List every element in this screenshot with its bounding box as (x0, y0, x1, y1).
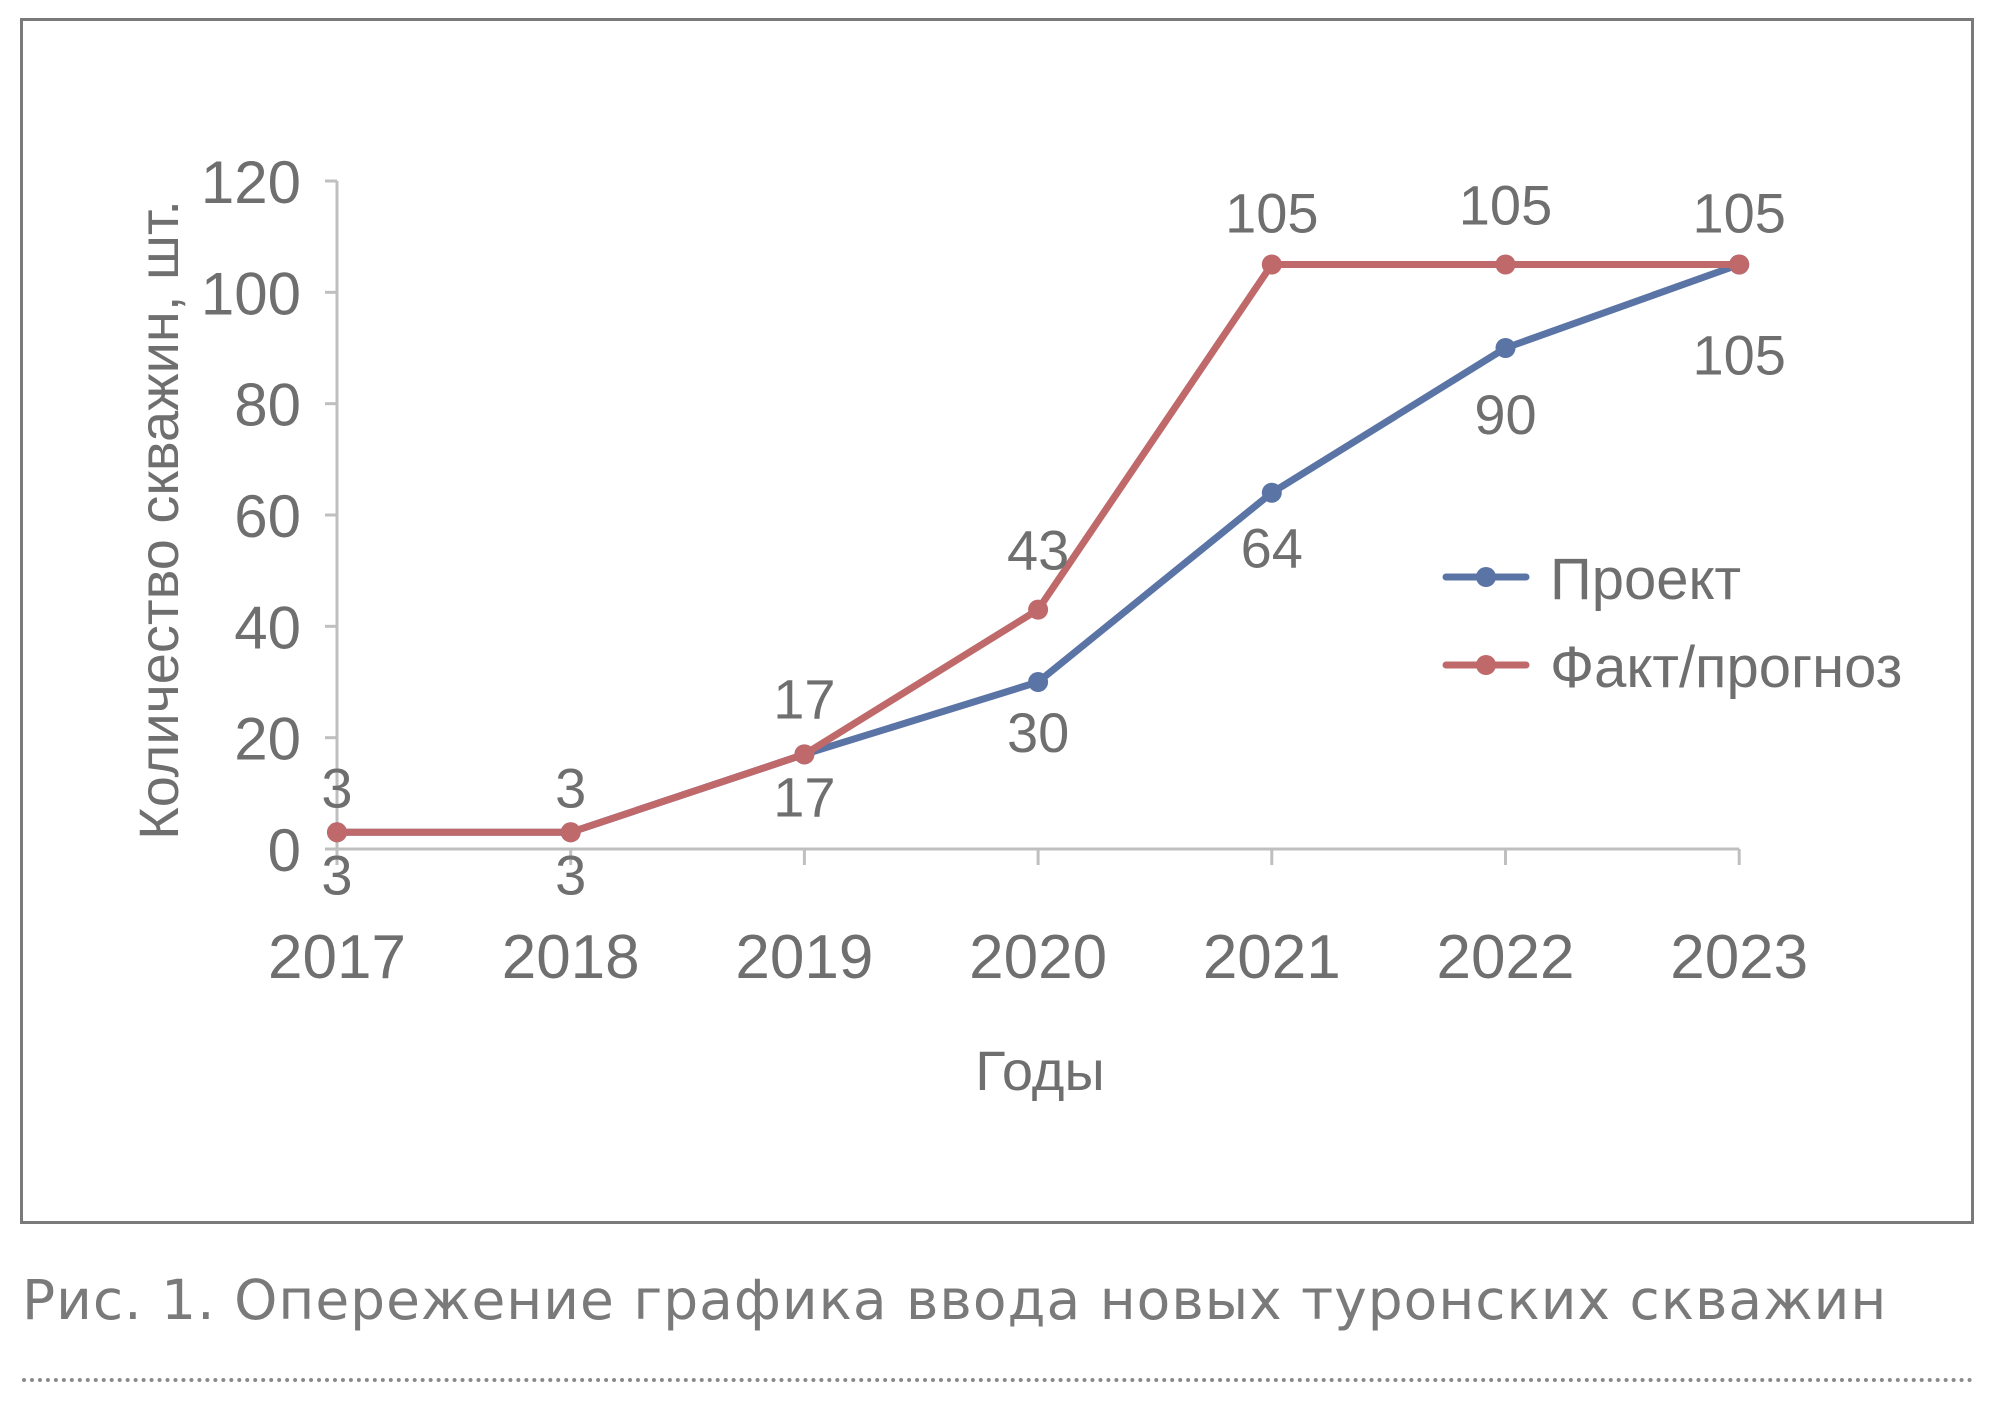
x-tick-label: 2020 (969, 923, 1107, 992)
legend-label-1: Факт/прогноз (1550, 635, 1902, 700)
x-tick-label: 2017 (268, 923, 406, 992)
x-tick-label: 2022 (1437, 923, 1575, 992)
y-tick-label: 100 (201, 260, 301, 327)
legend: Проект Факт/прогноз (1442, 547, 1902, 700)
data-label-proekt: 90 (1474, 383, 1536, 446)
data-label-fakt: 3 (555, 756, 586, 819)
series-point-1 (794, 744, 815, 765)
series-point-0 (1495, 338, 1516, 358)
legend-marker-0 (1476, 567, 1496, 587)
data-label-fakt: 105 (1225, 182, 1318, 245)
legend-label-0: Проект (1550, 547, 1741, 612)
y-tick-label: 60 (234, 483, 301, 550)
data-label-fakt: 105 (1459, 174, 1552, 237)
series-point-1 (560, 822, 581, 843)
data-label-proekt: 64 (1241, 517, 1303, 580)
data-label-fakt: 43 (1007, 519, 1069, 582)
y-tick-label: 80 (234, 372, 301, 439)
chart-frame (20, 18, 1974, 1224)
data-label-proekt: 105 (1692, 324, 1785, 387)
data-label-fakt: 17 (773, 667, 835, 730)
caption-divider (22, 1378, 1974, 1382)
x-tick-label: 2023 (1670, 923, 1808, 992)
data-labels: 3 3 17 30 64 90 105 3 3 17 43 105 105 105 (321, 174, 1785, 907)
x-tick-label: 2018 (502, 923, 640, 992)
y-tick-label: 0 (268, 817, 301, 884)
data-label-fakt: 3 (321, 756, 352, 819)
data-label-proekt: 3 (555, 843, 586, 906)
x-axis-title: Годы (975, 1039, 1104, 1102)
series-point-1 (327, 822, 347, 843)
series-point-1 (1729, 254, 1750, 275)
axes: 0 20 40 60 80 100 120 2017 2018 2019 2020 2021 2022 2… (201, 149, 1808, 992)
y-axis-title: Количество скважин, шт. (127, 200, 190, 840)
y-tick-label: 20 (234, 706, 301, 773)
legend-marker-1 (1476, 655, 1496, 675)
figure-caption: Рис. 1. Опережение графика ввода новых т… (22, 1268, 1888, 1332)
data-label-proekt: 17 (773, 765, 835, 828)
series-point-1 (1261, 254, 1282, 275)
series-point-0 (1261, 482, 1282, 503)
series-point-0 (1028, 672, 1049, 692)
series-markers (327, 254, 1750, 843)
series-point-1 (1028, 599, 1049, 620)
data-label-proekt: 30 (1007, 701, 1069, 764)
y-tick-label: 120 (201, 149, 301, 216)
series-point-1 (1495, 254, 1516, 275)
y-tick-label: 40 (234, 594, 301, 661)
x-tick-label: 2021 (1203, 923, 1341, 992)
data-label-proekt: 3 (321, 843, 352, 906)
x-tick-label: 2019 (735, 923, 873, 992)
data-label-fakt: 105 (1692, 182, 1785, 245)
